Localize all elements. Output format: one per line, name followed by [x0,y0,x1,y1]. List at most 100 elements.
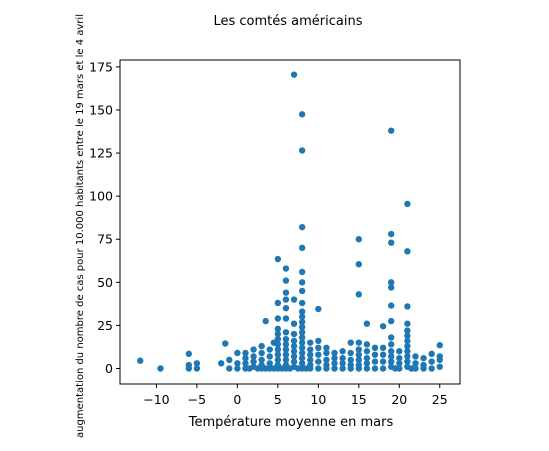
data-point [387,127,395,134]
data-point [331,360,338,367]
data-point [298,313,306,320]
chart-title: Les comtés américains [213,14,362,29]
data-point [387,348,395,355]
data-point [404,320,411,327]
data-point [298,329,306,336]
data-point [290,342,298,350]
data-point [339,354,346,362]
data-point [387,239,395,246]
x-axis-ticks: −10 −5 0 5 10 15 20 25 [143,384,448,407]
data-point [193,360,201,367]
data-point [355,236,363,243]
x-tick-label: 0 [233,392,241,407]
data-point [282,329,290,336]
data-point [298,323,306,331]
data-point [315,305,322,313]
data-point [428,358,435,365]
data-points [137,71,443,372]
data-point [355,339,363,346]
data-point [282,346,290,353]
data-point [379,358,387,365]
data-point [298,244,306,252]
x-tick-label: 5 [274,392,282,407]
data-point [282,351,290,358]
data-point [258,342,265,350]
data-point [387,334,395,341]
data-point [363,348,371,355]
data-point [307,346,314,353]
data-point [262,317,269,325]
data-point [355,291,363,298]
data-point [258,356,265,364]
data-point [404,332,411,339]
data-point [234,365,241,372]
data-point [404,358,411,365]
data-point [355,261,363,268]
data-point [274,356,282,364]
data-point [387,279,395,286]
data-point [282,315,290,322]
data-point [193,365,201,372]
data-point [412,365,419,372]
data-point [250,358,257,365]
data-point [363,341,371,348]
data-point [282,304,290,312]
data-point [371,344,379,352]
data-point [274,299,282,307]
data-point [307,351,314,358]
data-point [420,354,427,362]
data-point [347,356,354,364]
data-point [396,365,403,372]
data-point [371,358,379,365]
y-tick-label: 25 [97,318,113,333]
data-point [331,365,338,372]
data-point [185,350,193,358]
data-point [404,353,411,360]
data-point [404,327,411,334]
data-point [222,340,229,347]
data-point [290,330,298,338]
data-point [282,296,290,303]
data-point [404,303,411,310]
x-tick-label: 20 [391,392,407,407]
data-point [396,354,403,362]
data-point [355,365,363,372]
data-point [404,337,411,345]
data-point [242,349,249,357]
data-point [371,365,379,372]
data-point [323,349,330,357]
data-point [420,365,427,372]
axes-frame [119,59,461,385]
data-point [436,356,443,364]
data-point [234,349,241,357]
data-point [298,299,306,307]
data-point [387,284,395,291]
data-point [298,147,306,154]
data-point [379,351,387,358]
data-point [157,365,164,372]
data-point [331,349,338,357]
data-point [387,353,395,360]
data-point [290,320,298,327]
y-tick-label: 175 [89,59,113,74]
data-point [307,365,314,372]
data-point [339,365,346,372]
data-point [339,348,346,355]
data-point [315,344,322,352]
data-point [290,358,298,365]
x-tick-label: 10 [310,392,326,407]
data-point [315,351,322,358]
data-point [282,277,290,284]
data-point [347,339,354,346]
data-point [242,360,249,367]
data-point [315,365,322,372]
data-point [274,351,282,358]
data-point [307,339,314,346]
data-point [266,360,273,367]
data-point [404,348,411,355]
data-point [282,265,290,272]
data-point [307,356,314,364]
plot-area: −10 −5 0 5 10 15 20 25 0 25 50 75 100 125 150 175 [89,59,461,407]
data-point [436,363,443,370]
